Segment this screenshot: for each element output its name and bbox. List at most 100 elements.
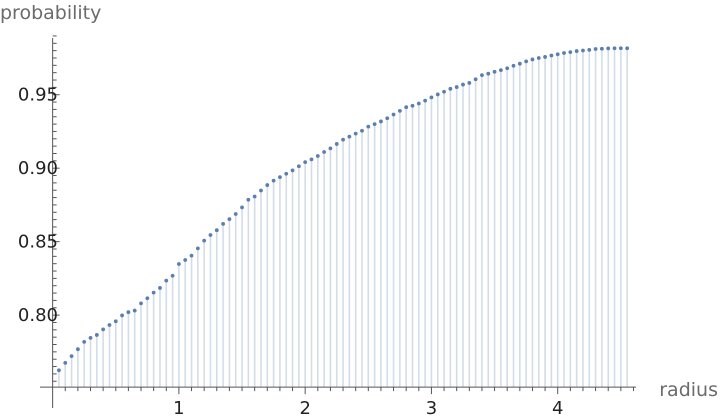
data-point [202,238,207,243]
data-point [164,278,169,283]
data-point [480,73,484,78]
data-point [612,46,617,51]
data-point [397,108,402,113]
data-point [486,71,491,76]
data-point [189,253,194,258]
data-point [568,50,573,55]
data-point [347,134,352,139]
data-point [492,69,497,74]
data-point [379,119,383,124]
data-point [498,68,503,73]
data-point [448,86,453,91]
data-point [69,354,74,359]
data-point [517,61,522,66]
data-point [562,51,566,55]
data-point [505,66,510,71]
y-tick-label: 0.90 [18,158,58,179]
data-point [536,56,541,60]
y-axis-ticks: 0.80 0.85 0.90 0.95 [18,35,60,382]
data-point [240,205,244,210]
data-point [328,146,333,151]
x-axis-ticks: 1 2 3 4 [64,387,634,419]
data-point [618,46,623,51]
data-point [303,160,308,165]
data-point [284,171,289,176]
data-point [214,228,219,233]
data-point [461,82,465,87]
y-tick-label: 0.95 [18,85,58,106]
data-point [271,178,276,183]
y-tick-label: 0.80 [18,305,58,326]
stem-lines [58,48,628,388]
data-point [221,221,225,226]
data-point [278,175,282,180]
data-point [88,335,93,340]
data-point [246,197,251,202]
data-point [132,308,137,313]
data-point [574,49,579,53]
data-point [593,47,598,51]
data-point [366,124,371,129]
data-point [625,46,630,51]
data-point [75,347,80,352]
data-point [473,77,478,82]
data-point [511,63,516,68]
data-points [57,46,630,373]
data-point [259,188,263,193]
data-point [334,142,339,146]
data-point [391,112,396,117]
data-point [423,98,428,103]
data-point [341,137,345,142]
data-point [158,286,162,290]
data-point [227,217,232,222]
data-point [94,333,99,337]
x-tick-label: 3 [426,398,437,419]
data-point [606,46,611,51]
x-tick-label: 2 [299,398,310,419]
data-point [120,313,124,318]
data-point [435,92,440,97]
data-point [524,59,529,64]
data-point [208,233,213,237]
data-point [454,85,459,89]
data-point [467,81,472,85]
data-point [543,55,547,59]
data-point [195,246,200,251]
data-point [113,319,118,324]
data-point [442,89,446,94]
data-point [353,131,358,136]
data-point [63,360,68,365]
data-point [252,194,257,199]
x-tick-label: 4 [552,398,563,419]
data-point [360,128,364,133]
data-point [145,296,150,301]
data-point [416,101,421,106]
data-point [322,150,327,154]
data-point [581,48,585,53]
data-point [57,368,61,373]
data-point [176,262,181,266]
data-point [126,310,131,315]
x-axis-title: radius [659,379,718,401]
data-point [530,57,535,62]
data-point [151,290,156,295]
data-point [600,46,604,51]
data-point [265,183,270,187]
data-point [107,323,112,327]
data-point [290,168,295,173]
data-point [233,212,238,216]
data-point [101,327,106,332]
data-point [170,273,175,278]
data-point [549,53,554,58]
data-point [404,105,409,110]
data-point [429,95,434,100]
data-point [555,52,560,57]
data-point [587,47,592,52]
data-point [296,164,301,169]
data-point [82,339,87,344]
y-tick-label: 0.85 [18,232,58,253]
data-point [139,301,143,306]
data-point [385,116,390,121]
data-point [372,122,377,127]
